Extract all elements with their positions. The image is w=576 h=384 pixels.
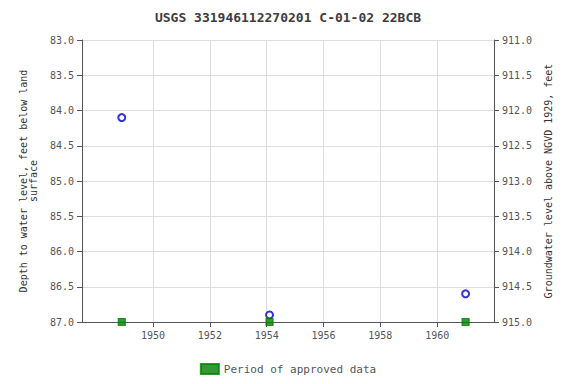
- svg-text:surface: surface: [28, 160, 39, 202]
- svg-text:915.0: 915.0: [502, 317, 532, 328]
- svg-text:912.5: 912.5: [502, 140, 532, 151]
- svg-text:83.0: 83.0: [50, 35, 74, 46]
- svg-text:913.0: 913.0: [502, 176, 532, 187]
- svg-text:85.5: 85.5: [50, 211, 74, 222]
- svg-text:911.5: 911.5: [502, 70, 532, 81]
- svg-text:1954: 1954: [255, 330, 279, 341]
- svg-text:86.5: 86.5: [50, 281, 74, 292]
- svg-text:87.0: 87.0: [50, 317, 74, 328]
- svg-text:914.5: 914.5: [502, 281, 532, 292]
- svg-text:83.5: 83.5: [50, 70, 74, 81]
- svg-text:912.0: 912.0: [502, 105, 532, 116]
- svg-text:911.0: 911.0: [502, 35, 532, 46]
- svg-text:84.5: 84.5: [50, 140, 74, 151]
- svg-text:1952: 1952: [198, 330, 222, 341]
- svg-text:1960: 1960: [425, 330, 449, 341]
- svg-text:914.0: 914.0: [502, 246, 532, 257]
- svg-text:1956: 1956: [311, 330, 335, 341]
- svg-text:913.5: 913.5: [502, 211, 532, 222]
- svg-text:Depth to water level, feet bel: Depth to water level, feet below land: [17, 69, 29, 293]
- svg-text:86.0: 86.0: [50, 246, 74, 257]
- svg-text:84.0: 84.0: [50, 105, 74, 116]
- svg-text:1950: 1950: [141, 330, 165, 341]
- svg-text:85.0: 85.0: [50, 176, 74, 187]
- svg-text:USGS 331946112270201 C-01-02 2: USGS 331946112270201 C-01-02 22BCB: [155, 10, 421, 25]
- svg-text:Period of approved data: Period of approved data: [224, 363, 376, 376]
- svg-text:1958: 1958: [368, 330, 392, 341]
- svg-text:Groundwater level above NGVD 1: Groundwater level above NGVD 1929, feet: [543, 64, 554, 299]
